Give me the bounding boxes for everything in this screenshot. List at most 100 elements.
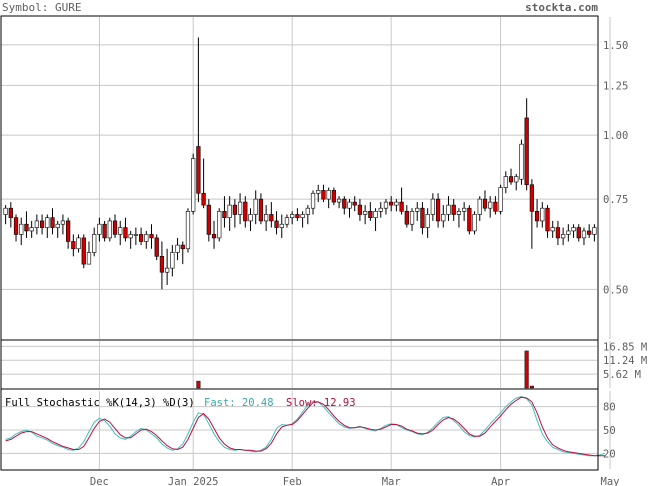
candle-body bbox=[519, 143, 524, 180]
volume-bar bbox=[529, 385, 534, 389]
candle-body bbox=[128, 234, 133, 239]
candle-body bbox=[482, 198, 488, 209]
candle-body bbox=[425, 214, 430, 228]
candle-body bbox=[217, 211, 222, 239]
candle-body bbox=[81, 237, 86, 265]
candle-body bbox=[138, 234, 144, 242]
candle-body bbox=[561, 234, 566, 239]
candle-body bbox=[92, 234, 97, 253]
candle-body bbox=[368, 211, 373, 218]
candle-body bbox=[13, 217, 19, 235]
candle-body bbox=[290, 214, 295, 218]
candle-body bbox=[279, 223, 284, 228]
candle-body bbox=[300, 214, 305, 218]
x-tick-label: Mar bbox=[382, 476, 401, 486]
candle-body bbox=[336, 198, 342, 203]
x-axis-labels: Dec Jan 2025 Feb Mar Apr May bbox=[90, 476, 620, 486]
x-tick-label: Dec bbox=[90, 476, 109, 486]
price-tick-label: 0.75 bbox=[603, 194, 628, 206]
candle-body bbox=[389, 201, 394, 206]
candle-body bbox=[243, 201, 248, 222]
candle-body bbox=[321, 190, 326, 200]
candle-body bbox=[446, 204, 451, 215]
candle-body bbox=[71, 241, 76, 250]
candle-body bbox=[201, 192, 206, 206]
candle-body bbox=[211, 234, 217, 239]
candle-body bbox=[159, 256, 165, 273]
candle-body bbox=[310, 192, 316, 209]
candle-body bbox=[66, 220, 71, 242]
candle-body bbox=[456, 211, 462, 215]
candle-body bbox=[477, 198, 482, 215]
volume-tick-label: 5.62 M bbox=[603, 369, 641, 381]
candle-body bbox=[154, 237, 159, 257]
candle-body bbox=[435, 198, 441, 222]
candle-body bbox=[206, 204, 211, 235]
volume-tick-label: 11.24 M bbox=[603, 355, 647, 367]
x-tick-label: May bbox=[601, 476, 620, 486]
candle-body bbox=[441, 214, 446, 222]
stoch-lines bbox=[5, 395, 605, 457]
stoch-tick-label: 50 bbox=[603, 425, 616, 437]
candle-body bbox=[508, 176, 514, 183]
volume-axis-labels: 16.85 M 11.24 M 5.62 M bbox=[603, 341, 647, 381]
candle-body bbox=[55, 223, 60, 228]
stoch-fast-line bbox=[5, 395, 605, 457]
site-link[interactable]: stockta.com bbox=[525, 1, 598, 14]
candle-body bbox=[566, 230, 571, 235]
candle-body bbox=[409, 211, 415, 225]
candle-body bbox=[170, 252, 175, 269]
candle-body bbox=[284, 217, 290, 225]
candle-body bbox=[149, 234, 154, 239]
stoch-slow-label: Slow: 12.93 bbox=[286, 397, 356, 409]
stoch-panel-border bbox=[0, 388, 599, 471]
candle-body bbox=[144, 234, 149, 242]
candle-body bbox=[488, 201, 493, 209]
candle-body bbox=[524, 117, 529, 186]
candle-body bbox=[133, 234, 138, 236]
volume-bars bbox=[196, 350, 534, 389]
candle-body bbox=[305, 207, 310, 215]
candle-body bbox=[352, 201, 357, 206]
candle-body bbox=[237, 201, 243, 215]
candle-body bbox=[576, 227, 581, 239]
candle-body bbox=[404, 211, 409, 225]
candle-body bbox=[451, 204, 456, 215]
stoch-axis-labels: 80 50 20 bbox=[603, 402, 616, 461]
x-tick-label: Feb bbox=[283, 476, 302, 486]
stoch-tick-label: 20 bbox=[603, 448, 616, 460]
symbol-label: Symbol: GURE bbox=[2, 1, 81, 14]
candle-body bbox=[123, 227, 128, 239]
volume-grid bbox=[1, 341, 611, 388]
candle-body bbox=[430, 198, 435, 215]
candle-body bbox=[102, 223, 107, 239]
x-tick-label: Apr bbox=[491, 476, 510, 486]
candle-body bbox=[472, 214, 477, 232]
candle-body bbox=[196, 146, 201, 194]
stoch-title: Full Stochastic %K(14,3) %D(3) bbox=[5, 397, 195, 409]
volume-panel-border bbox=[0, 339, 599, 390]
candle-body bbox=[383, 201, 389, 209]
candle-body bbox=[29, 227, 34, 232]
candle-body bbox=[342, 198, 347, 209]
candle-body bbox=[555, 227, 561, 239]
candle-body bbox=[399, 201, 404, 212]
candle-body bbox=[107, 220, 112, 239]
stoch-slow-line bbox=[5, 396, 605, 457]
candle-body bbox=[514, 176, 519, 183]
candle-body bbox=[269, 214, 274, 222]
candle-body bbox=[274, 220, 279, 228]
candle-body bbox=[97, 223, 102, 235]
candle-body bbox=[232, 204, 237, 215]
candle-body bbox=[180, 244, 185, 250]
stoch-fast-label: Fast: 20.48 bbox=[204, 397, 274, 409]
stoch-tick-label: 80 bbox=[603, 402, 616, 414]
candle-body bbox=[316, 190, 321, 194]
candle-body bbox=[264, 214, 269, 222]
candle-body bbox=[76, 237, 81, 250]
volume-tick-label: 16.85 M bbox=[603, 341, 647, 353]
candle-body bbox=[118, 227, 123, 235]
price-tick-label: 1.00 bbox=[603, 130, 628, 142]
price-candles bbox=[3, 37, 597, 290]
candle-body bbox=[357, 204, 363, 215]
